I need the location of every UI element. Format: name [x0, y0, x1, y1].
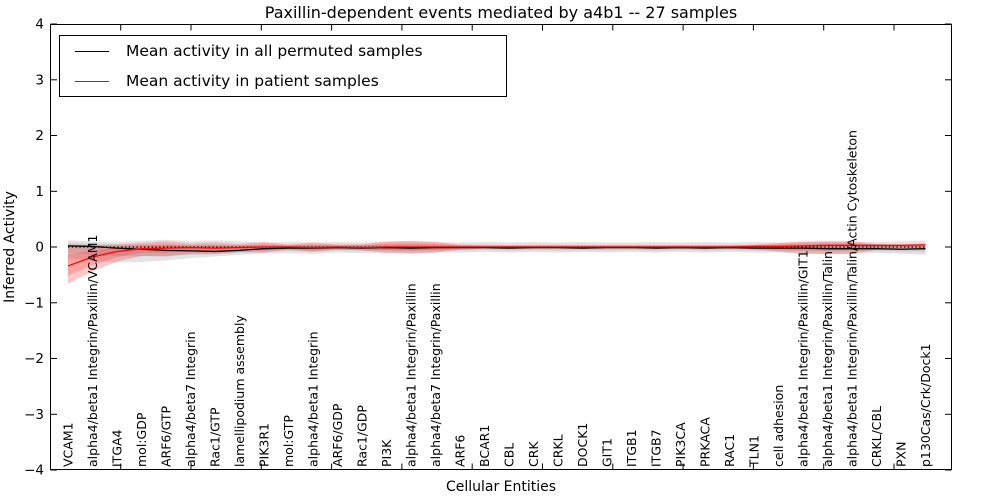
- patient-mean-line: [67, 244, 926, 267]
- x-category-label: ARF6/GDP: [330, 403, 345, 467]
- legend-item-permuted: Mean activity in all permuted samples: [60, 36, 506, 66]
- x-category-label: alpha4/beta1 Integrin/Paxillin/VCAM1: [85, 235, 100, 467]
- x-category-label: CBL: [501, 443, 516, 467]
- x-category-label: alpha4/beta1 Integrin/Paxillin/Talin/Act…: [844, 130, 859, 467]
- x-category-label: CRKL/CBL: [869, 406, 884, 467]
- x-category-label: ITGB7: [648, 429, 663, 467]
- x-category-label: ARF6: [452, 435, 467, 467]
- legend-item-patient: Mean activity in patient samples: [60, 66, 506, 96]
- y-tick-label: 2: [35, 128, 44, 144]
- y-tick-label: −3: [24, 407, 44, 423]
- x-category-label: GIT1: [599, 438, 614, 467]
- permuted-mean-line: [67, 245, 926, 253]
- x-category-label: alpha4/beta7 Integrin/Paxillin: [428, 283, 443, 467]
- y-tick-label: −1: [24, 295, 44, 311]
- x-category-label: Rac1/GTP: [207, 407, 222, 467]
- y-tick-label: 4: [35, 17, 44, 33]
- y-tick-label: 1: [35, 184, 44, 200]
- x-category-label: PRKACA: [697, 417, 712, 467]
- x-category-label: RAC1: [722, 434, 737, 467]
- legend-line-permuted-icon: [75, 50, 109, 52]
- y-tick-label: −2: [24, 351, 44, 367]
- y-tick-label: 0: [35, 240, 44, 256]
- legend-label-permuted: Mean activity in all permuted samples: [126, 42, 423, 60]
- x-category-label: alpha4/beta1 Integrin/Paxillin: [403, 283, 418, 467]
- x-category-label: BCAR1: [477, 425, 492, 467]
- x-category-label: ITGB1: [624, 429, 639, 467]
- x-axis-label: Cellular Entities: [445, 479, 557, 495]
- x-category-label: p130Cas/Crk/Dock1: [918, 343, 933, 467]
- x-category-label: PXN: [893, 442, 908, 467]
- x-category-label: VCAM1: [60, 422, 75, 467]
- legend-line-patient-icon: [75, 80, 109, 82]
- permuted-band-outer: [68, 239, 926, 263]
- x-category-label: ARF6/GTP: [158, 406, 173, 467]
- chart-title: Paxillin-dependent events mediated by a4…: [264, 3, 738, 22]
- x-category-label: alpha4/beta1 Integrin: [305, 331, 320, 467]
- x-category-label: alpha4/beta1 Integrin/Paxillin/GIT1: [795, 250, 810, 467]
- x-category-label: mol:GDP: [134, 412, 149, 467]
- x-category-label: TLN1: [746, 435, 761, 468]
- x-category-label: ITGA4: [109, 429, 124, 467]
- x-category-label: DOCK1: [575, 423, 590, 467]
- legend-label-patient: Mean activity in patient samples: [126, 72, 379, 90]
- permuted-band-inner: [68, 242, 926, 257]
- legend: Mean activity in all permuted samples Me…: [59, 35, 507, 97]
- x-category-label: CRK: [526, 441, 541, 467]
- x-category-label: Rac1/GDP: [354, 405, 369, 467]
- y-tick-label: −4: [24, 463, 44, 479]
- x-category-label: PIK3CA: [673, 422, 688, 467]
- x-category-label: mol:GTP: [281, 415, 296, 467]
- x-category-label: CRKL: [550, 434, 565, 467]
- x-category-label: alpha4/beta7 Integrin: [183, 331, 198, 467]
- x-category-label: PI3K: [379, 439, 394, 467]
- x-category-label: PIK3R1: [256, 423, 271, 467]
- x-category-label: alpha4/beta1 Integrin/Paxillin/Talin: [820, 251, 835, 467]
- x-category-label: lamellipodium assembly: [232, 315, 247, 467]
- x-category-label: cell adhesion: [771, 385, 786, 467]
- y-tick-label: 3: [35, 72, 44, 88]
